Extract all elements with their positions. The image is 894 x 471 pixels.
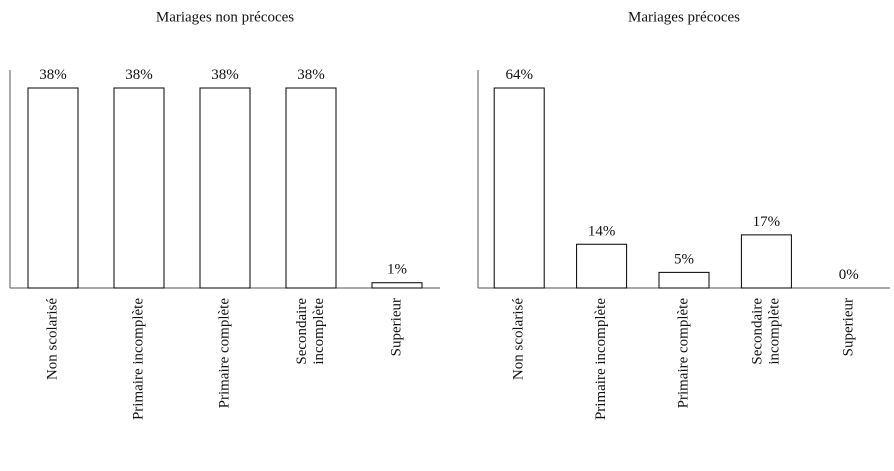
x-tick-label: Secondaire incomplète xyxy=(294,298,327,365)
data-label: 1% xyxy=(387,262,407,278)
x-tick-label: Secondaire incomplète xyxy=(749,298,783,365)
x-tick-label: Non scolarisé xyxy=(44,298,61,381)
data-label: 17% xyxy=(753,214,781,230)
x-tick-label: Superieur xyxy=(388,298,405,357)
x-tick-label: Non scolarisé xyxy=(510,298,527,381)
x-tick-label: Primaire incomplète xyxy=(130,298,147,421)
bar xyxy=(493,87,545,289)
x-tick-label: Primaire incomplète xyxy=(593,298,610,421)
data-label: 38% xyxy=(125,67,153,83)
data-label: 5% xyxy=(674,251,694,267)
data-label: 14% xyxy=(588,223,616,239)
bar xyxy=(27,87,79,289)
data-label: 0% xyxy=(839,267,859,283)
data-label: 38% xyxy=(297,67,325,83)
bar xyxy=(199,87,251,289)
x-tick-label: Primaire complète xyxy=(675,298,692,409)
bar xyxy=(285,87,337,289)
data-label: 64% xyxy=(505,67,533,83)
chart-title: Mariages précoces xyxy=(628,9,740,25)
bar xyxy=(740,234,792,289)
bar xyxy=(113,87,165,289)
bar xyxy=(371,282,423,289)
x-tick-label: Superieur xyxy=(840,298,857,357)
chart-title: Mariages non précoces xyxy=(156,9,294,25)
x-tick-label: Primaire complète xyxy=(216,298,233,409)
data-label: 38% xyxy=(39,67,67,83)
data-label: 38% xyxy=(211,67,239,83)
bar xyxy=(576,243,628,289)
bar xyxy=(658,271,710,289)
